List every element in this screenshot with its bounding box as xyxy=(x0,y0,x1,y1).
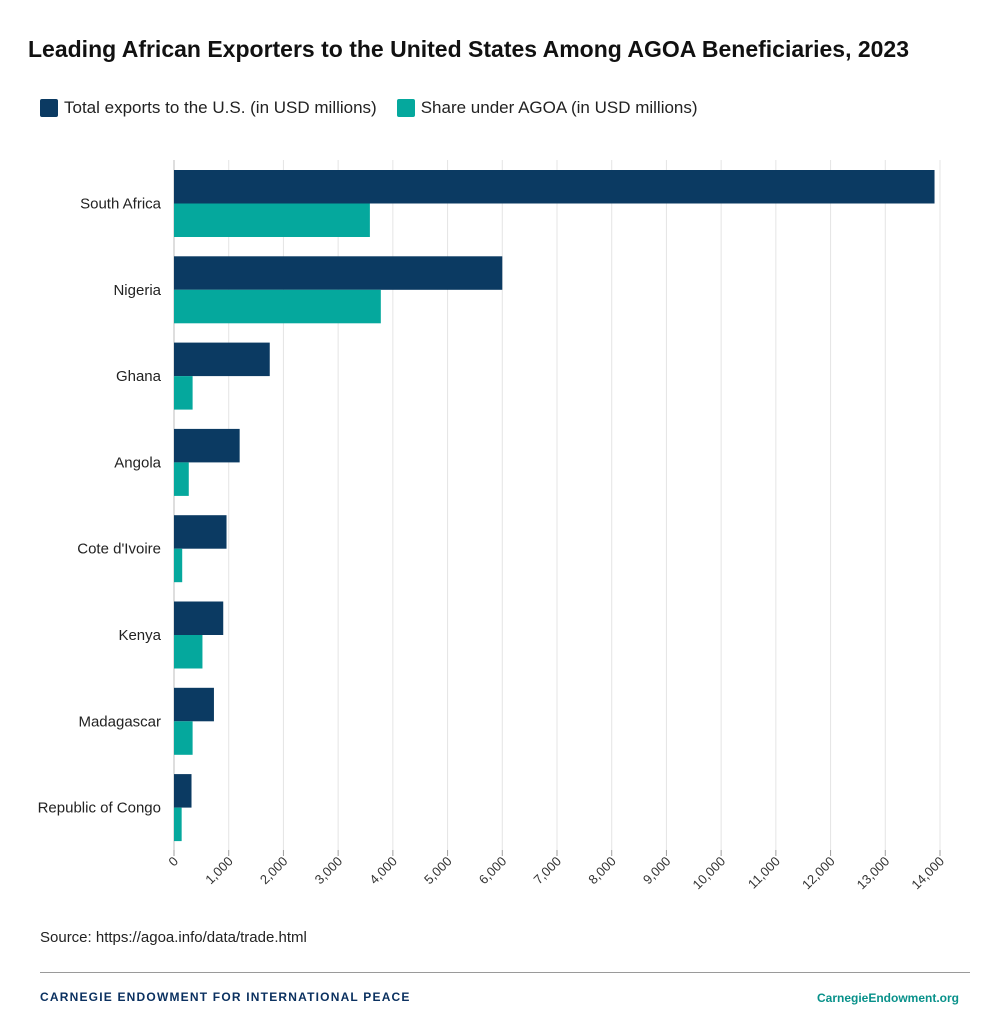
footer-divider xyxy=(40,972,970,973)
bar-agoa-share xyxy=(174,289,381,324)
y-category-label: Republic of Congo xyxy=(38,800,161,817)
legend-item-agoa-share: Share under AGOA (in USD millions) xyxy=(396,98,698,118)
y-category-label: Kenya xyxy=(118,627,161,644)
bar-agoa-share xyxy=(174,376,193,410)
y-category-label: South Africa xyxy=(80,196,162,213)
bar-agoa-share xyxy=(174,721,193,755)
bar-agoa-share xyxy=(174,462,189,496)
bar-total-exports xyxy=(174,687,214,722)
bar-agoa-share xyxy=(174,203,370,237)
y-category-label: Angola xyxy=(114,454,161,471)
chart-title: Leading African Exporters to the United … xyxy=(28,36,910,62)
legend-swatch-total-exports xyxy=(40,99,58,117)
x-tick-label: 5,000 xyxy=(421,854,455,888)
bar-total-exports xyxy=(174,342,270,377)
x-tick-label: 3,000 xyxy=(312,854,346,888)
bar-total-exports xyxy=(174,515,227,549)
x-tick-label: 4,000 xyxy=(366,854,400,888)
x-tick-label: 7,000 xyxy=(531,854,565,888)
x-tick-label: 9,000 xyxy=(640,854,674,888)
legend-label-total-exports: Total exports to the U.S. (in USD millio… xyxy=(64,98,377,117)
legend-item-total-exports: Total exports to the U.S. (in USD millio… xyxy=(40,98,377,118)
bar-agoa-share xyxy=(174,635,203,669)
x-tick-label: 14,000 xyxy=(908,854,947,893)
y-category-label: Nigeria xyxy=(113,282,161,299)
bar-total-exports xyxy=(174,170,935,204)
x-tick-label: 13,000 xyxy=(854,854,893,893)
y-category-label: Ghana xyxy=(116,368,162,385)
bar-total-exports xyxy=(174,256,503,290)
x-tick-label: 8,000 xyxy=(585,854,619,888)
bar-agoa-share xyxy=(174,807,182,842)
legend-swatch-agoa-share xyxy=(396,99,415,117)
chart-legend: Total exports to the U.S. (in USD millio… xyxy=(40,98,718,118)
x-tick-label: 1,000 xyxy=(202,854,236,888)
legend-label-agoa-share: Share under AGOA (in USD millions) xyxy=(420,98,698,117)
bar-total-exports xyxy=(174,428,240,463)
x-tick-label: 11,000 xyxy=(745,854,783,892)
x-tick-label: 6,000 xyxy=(476,854,510,888)
bar-agoa-share xyxy=(174,548,183,583)
x-tick-label: 12,000 xyxy=(799,854,838,893)
bar-total-exports xyxy=(174,774,192,808)
footer-organization: CARNEGIE ENDOWMENT FOR INTERNATIONAL PEA… xyxy=(40,990,411,1004)
x-tick-label: 10,000 xyxy=(690,854,729,893)
x-tick-label: 0 xyxy=(165,854,181,870)
footer-website-link[interactable]: CarnegieEndowment.org xyxy=(816,991,959,1005)
y-category-label: Madagascar xyxy=(78,713,161,730)
x-tick-label: 2,000 xyxy=(257,854,291,888)
source-note: Source: https://agoa.info/data/trade.htm… xyxy=(40,929,307,946)
bar-chart: 0 1,000 2,000 3,000 4,000 5,000 6,000 7,000 8,00… xyxy=(38,160,947,893)
y-category-label: Cote d'Ivoire xyxy=(77,541,161,558)
bar-total-exports xyxy=(174,601,224,635)
